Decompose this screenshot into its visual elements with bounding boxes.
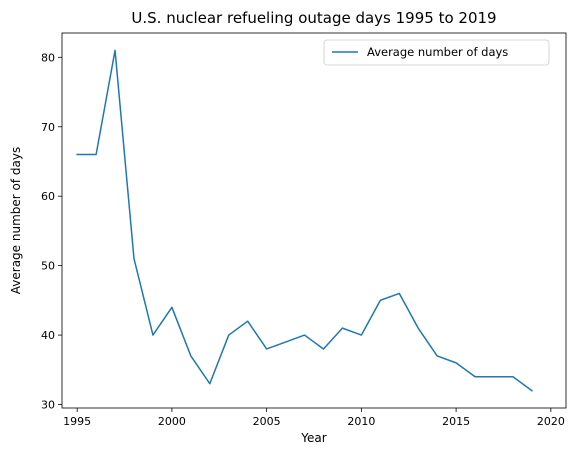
y-tick-label: 30 [41, 399, 55, 412]
x-axis-ticks: 1995 2000 2005 2010 2015 2020 [63, 408, 565, 428]
x-tick-label: 2015 [442, 415, 470, 428]
legend-label: Average number of days [367, 45, 508, 59]
x-tick-label: 2010 [347, 415, 375, 428]
x-tick-label: 2005 [253, 415, 281, 428]
y-tick-label: 60 [41, 190, 55, 203]
legend: Average number of days [323, 39, 550, 66]
y-axis-ticks: 30 40 50 60 70 80 [41, 51, 62, 412]
y-tick-label: 80 [41, 51, 55, 64]
plot-frame [61, 32, 567, 409]
series-line [76, 49, 533, 392]
y-tick-label: 40 [41, 329, 55, 342]
legend-box [323, 39, 550, 66]
plot-area [61, 32, 567, 409]
series-layer [76, 49, 533, 392]
y-tick-label: 50 [41, 260, 55, 273]
plot-background [62, 33, 566, 408]
chart-title: U.S. nuclear refueling outage days 1995 … [131, 9, 496, 27]
x-axis-label: Year [300, 431, 326, 445]
y-axis-label: Average number of days [9, 147, 23, 294]
x-tick-label: 2000 [158, 415, 186, 428]
x-tick-label: 1995 [63, 415, 91, 428]
x-tick-label: 2020 [537, 415, 565, 428]
y-tick-label: 70 [41, 121, 55, 134]
